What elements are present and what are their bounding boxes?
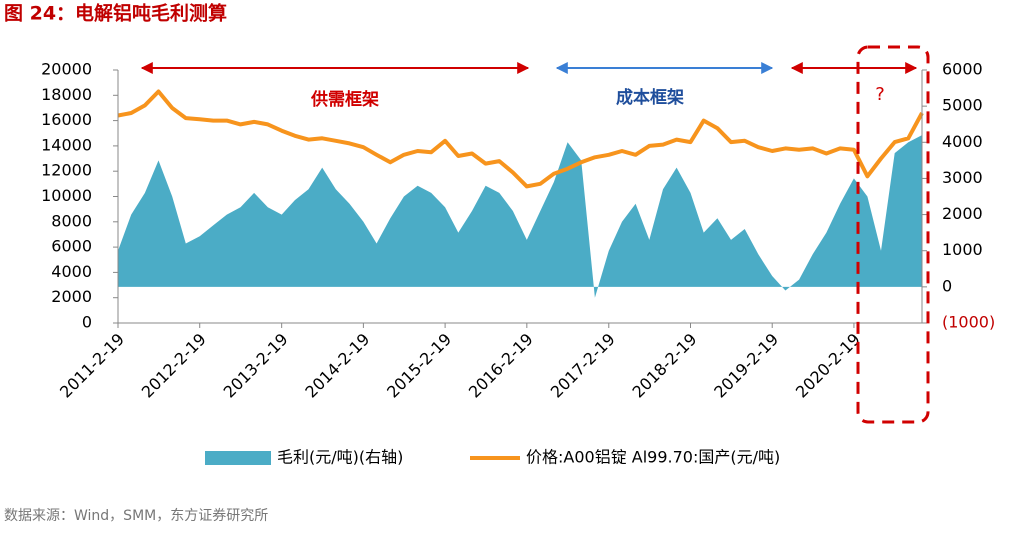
x-tick-label: 2012-2-19 bbox=[138, 330, 210, 402]
y-tick-label: 12000 bbox=[41, 161, 92, 180]
y-tick-label: 10000 bbox=[41, 186, 92, 205]
y-tick-label: 16000 bbox=[41, 110, 92, 129]
chart-title: 图 24：电解铝吨毛利测算 bbox=[4, 2, 227, 25]
x-tick-label: 2019-2-19 bbox=[710, 330, 782, 402]
annotation: 供需框架 bbox=[310, 89, 379, 110]
x-tick-label: 2011-2-19 bbox=[56, 330, 128, 402]
plot: 0200040006000800010000120001400016000180… bbox=[41, 60, 995, 467]
x-tick-label: 2016-2-19 bbox=[465, 330, 537, 402]
y2-tick-label: 4000 bbox=[942, 132, 983, 151]
y2-tick-label: (1000) bbox=[942, 313, 995, 332]
line bbox=[117, 89, 924, 189]
x-tick-label: 2017-2-19 bbox=[547, 330, 619, 402]
legend-swatch bbox=[205, 451, 271, 465]
y-tick-label: 2000 bbox=[51, 287, 92, 306]
highlight-box bbox=[856, 45, 930, 424]
y-tick-label: 20000 bbox=[41, 60, 92, 79]
legend-label: 毛利(元/吨)(右轴) bbox=[277, 448, 403, 467]
y-tick-label: 0 bbox=[82, 313, 92, 332]
x-tick-label: 2013-2-19 bbox=[220, 330, 292, 402]
y-tick-label: 8000 bbox=[51, 211, 92, 230]
y2-tick-label: 3000 bbox=[942, 168, 983, 187]
y2-tick-label: 1000 bbox=[942, 240, 983, 259]
y-tick-label: 14000 bbox=[41, 135, 92, 154]
annotation: 成本框架 bbox=[616, 87, 684, 108]
y2-tick-label: 5000 bbox=[942, 96, 983, 115]
x-tick-label: 2015-2-19 bbox=[383, 330, 455, 402]
legend-label: 价格:A00铝锭 Al99.70:国产(元/吨) bbox=[526, 448, 780, 467]
source: 数据来源：Wind，SMM，东方证券研究所 bbox=[4, 508, 268, 524]
y2-tick-label: 6000 bbox=[942, 60, 983, 79]
x-tick-label: 2020-2-19 bbox=[792, 330, 864, 402]
area bbox=[118, 135, 922, 298]
y-tick-label: 6000 bbox=[51, 237, 92, 256]
x-tick-label: 2018-2-19 bbox=[629, 330, 701, 402]
y2-tick-label: 0 bbox=[942, 276, 952, 295]
annotation: ? bbox=[875, 84, 885, 105]
y-tick-label: 4000 bbox=[51, 262, 92, 281]
x-tick-label: 2014-2-19 bbox=[301, 330, 373, 402]
y2-tick-label: 2000 bbox=[942, 204, 983, 223]
y-tick-label: 18000 bbox=[41, 85, 92, 104]
